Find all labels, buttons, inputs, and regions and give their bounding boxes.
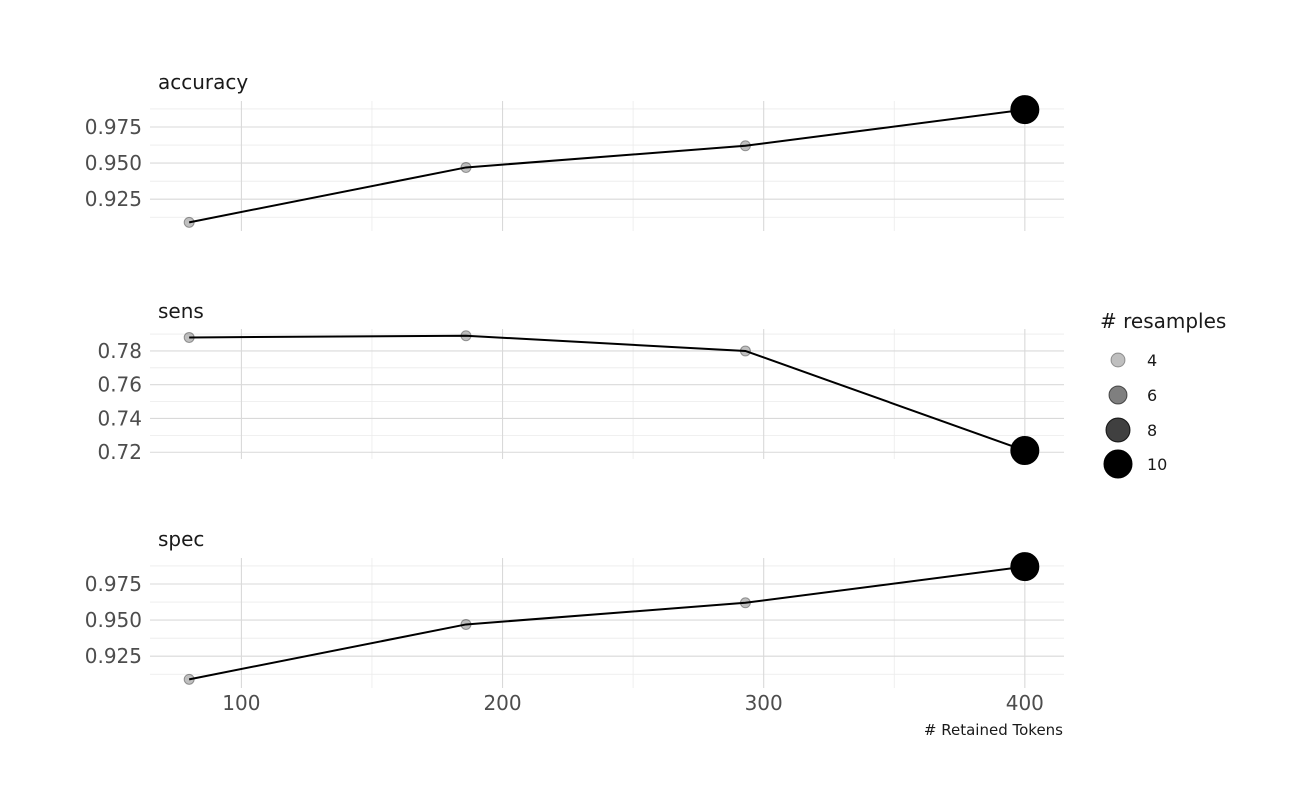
x-tick-label: 100 [222, 691, 260, 715]
y-tick-label: 0.950 [85, 151, 142, 175]
legend-item: 4 [1110, 351, 1157, 370]
facet-panel-accuracy: 0.925 0.950 0.975 accuracy [85, 70, 1064, 231]
data-point [739, 345, 751, 357]
series-line-accuracy [188, 108, 1025, 224]
y-tick-label: 0.74 [97, 406, 142, 430]
facet-title: accuracy [158, 70, 248, 94]
y-tick-label: 0.72 [97, 440, 142, 464]
data-point [739, 140, 751, 152]
data-point [183, 673, 195, 685]
y-tick-label: 0.975 [85, 572, 142, 596]
data-point [1010, 552, 1040, 582]
y-tick-label: 0.78 [97, 339, 142, 363]
legend-key-point [1103, 449, 1133, 479]
legend-label: 6 [1147, 386, 1157, 405]
y-tick-label: 0.950 [85, 608, 142, 632]
y-tick-label: 0.925 [85, 644, 142, 668]
facet-title: sens [158, 299, 204, 323]
y-tick-label: 0.76 [97, 373, 142, 397]
facet-title: spec [158, 527, 204, 551]
legend-item: 6 [1108, 385, 1157, 405]
legend-key-point [1110, 352, 1126, 368]
data-point [739, 597, 751, 609]
y-tick-label: 0.975 [85, 115, 142, 139]
x-axis: 100 200 300 400 [222, 691, 1044, 715]
facet-panel-spec: 0.925 0.950 0.975 spec [85, 527, 1064, 688]
data-point [1010, 436, 1040, 466]
legend-label: 4 [1147, 351, 1157, 370]
data-point [1010, 95, 1040, 125]
legend-label: 8 [1147, 421, 1157, 440]
legend-key-point [1108, 385, 1128, 405]
series-line-spec [188, 565, 1025, 681]
data-point [460, 330, 472, 342]
x-axis-title: # Retained Tokens [924, 721, 1063, 739]
legend-items: 4 6 8 10 [1103, 351, 1167, 479]
data-point [183, 216, 195, 228]
x-tick-label: 300 [745, 691, 783, 715]
legend-item: 8 [1105, 417, 1157, 443]
facet-panel-sens: 0.78 0.76 0.74 0.72 sens [97, 299, 1064, 466]
y-tick-label: 0.925 [85, 187, 142, 211]
data-point [460, 618, 472, 630]
legend-label: 10 [1147, 455, 1167, 474]
x-tick-label: 200 [483, 691, 521, 715]
legend: # resamples 4 6 8 10 [1100, 309, 1226, 479]
data-point [183, 331, 195, 343]
legend-item: 10 [1103, 449, 1167, 479]
data-point [460, 161, 472, 173]
series-line-sens [189, 334, 1026, 452]
legend-title: # resamples [1100, 309, 1226, 333]
legend-key-point [1105, 417, 1131, 443]
chart-panels: 0.925 0.950 0.975 accuracy 0.78 0.76 0.74 0.72 s… [85, 70, 1064, 688]
x-tick-label: 400 [1006, 691, 1044, 715]
